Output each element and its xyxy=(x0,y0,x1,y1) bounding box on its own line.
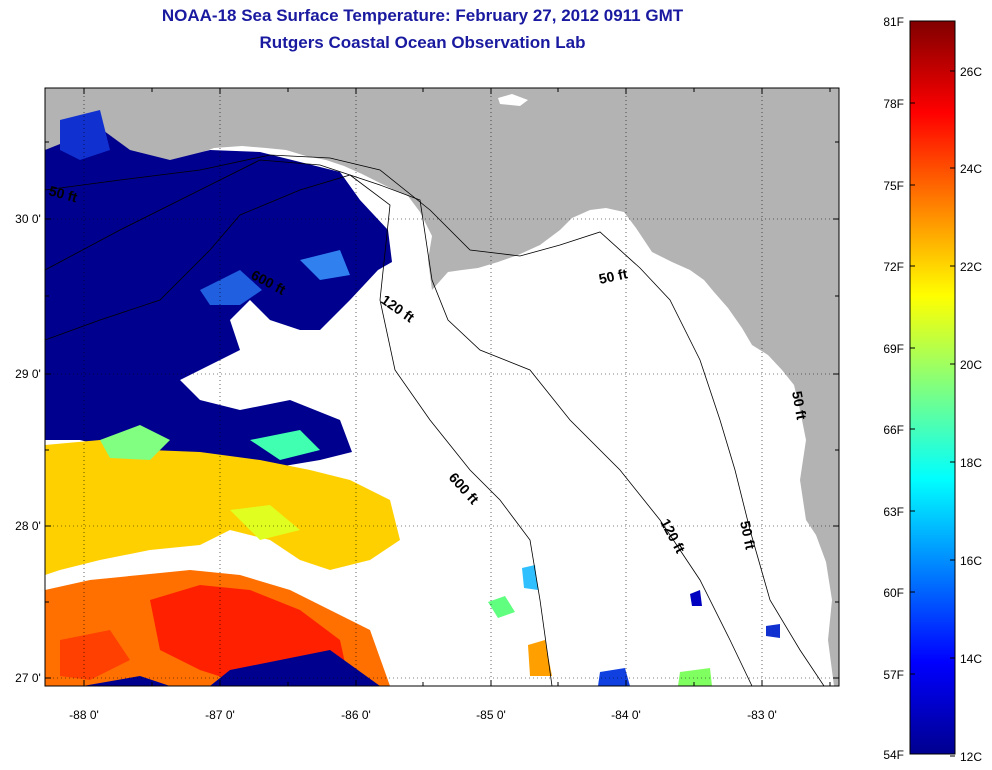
colorbar-c-label: 24C xyxy=(960,162,982,176)
lat-tick-label: 27 0' xyxy=(15,671,41,685)
contour-label: 50 ft xyxy=(597,265,629,287)
colorbar-c-label: 26C xyxy=(960,65,982,79)
plot-frame xyxy=(44,87,840,687)
colorbar-gradient xyxy=(909,20,956,755)
lat-axis: 30 0' 29 0' 28 0' 27 0' xyxy=(15,212,41,685)
lon-tick-label: -83 0' xyxy=(747,708,777,722)
colorbar-c-label: 12C xyxy=(960,750,982,764)
lon-tick-label: -88 0' xyxy=(69,708,99,722)
sst-patch xyxy=(690,590,702,606)
sst-blue-patch xyxy=(200,270,262,305)
sst-cold-edge xyxy=(45,676,170,686)
sst-patch xyxy=(488,596,515,618)
lat-tick-label: 28 0' xyxy=(15,519,41,533)
contour-line-600ft xyxy=(45,174,553,686)
lon-tick-label: -85 0' xyxy=(476,708,506,722)
colorbar-f-label: 72F xyxy=(883,260,904,274)
sst-mid-water xyxy=(45,440,400,575)
lat-tick-label: 30 0' xyxy=(15,212,41,226)
sst-blue-patch xyxy=(300,250,350,280)
colorbar-ticks xyxy=(910,20,955,757)
colorbar-f-label: 66F xyxy=(883,423,904,437)
colorbar-f-label: 54F xyxy=(883,748,904,762)
sst-patch xyxy=(766,624,780,638)
colorbar-f-label: 57F xyxy=(883,668,904,682)
colorbar-f-label: 69F xyxy=(883,342,904,356)
lon-tick-label: -86 0' xyxy=(341,708,371,722)
colorbar-c-label: 16C xyxy=(960,554,982,568)
colorbar-f-label: 81F xyxy=(883,15,904,29)
colorbar-c-label: 14C xyxy=(960,652,982,666)
graticule xyxy=(45,88,839,686)
sst-green-patch xyxy=(100,425,170,460)
map-subtitle: Rutgers Coastal Ocean Observation Lab xyxy=(259,33,586,52)
colorbar-c-label: 18C xyxy=(960,456,982,470)
colorbar-f-label: 78F xyxy=(883,97,904,111)
sst-red-patch xyxy=(60,630,130,680)
sst-patch xyxy=(522,565,538,590)
sst-yellow-patch xyxy=(230,505,300,540)
contour-label: 50 ft xyxy=(737,519,759,551)
lon-tick-label: -87 0' xyxy=(205,708,235,722)
sst-green-patch xyxy=(250,430,320,460)
map-title: NOAA-18 Sea Surface Temperature: Februar… xyxy=(161,6,684,25)
lon-axis: -88 0' -87 0' -86 0' -85 0' -84 0' -83 0… xyxy=(69,708,777,722)
colorbar-c-label: 20C xyxy=(960,358,982,372)
contour-line-120ft xyxy=(45,159,753,686)
contour-label: 50 ft xyxy=(47,182,79,205)
lat-tick-label: 29 0' xyxy=(15,367,41,381)
contour-label: 50 ft xyxy=(789,390,810,421)
colorbar-f-label: 60F xyxy=(883,586,904,600)
bay-outline xyxy=(498,94,528,106)
sst-patch xyxy=(598,668,630,686)
colorbar: 81F 78F 75F 72F 69F 66F 63F 60F 57F 54F … xyxy=(883,15,982,764)
contour-line-50ft xyxy=(45,154,825,686)
colorbar-f-label: 75F xyxy=(883,179,904,193)
sst-patch xyxy=(678,668,712,686)
colorbar-c-label: 22C xyxy=(960,260,982,274)
colorbar-f-label: 63F xyxy=(883,505,904,519)
sst-blue-patch xyxy=(60,110,110,160)
lon-tick-label: -84 0' xyxy=(611,708,641,722)
sst-cold-edge xyxy=(210,650,380,686)
sst-patch xyxy=(528,640,552,676)
